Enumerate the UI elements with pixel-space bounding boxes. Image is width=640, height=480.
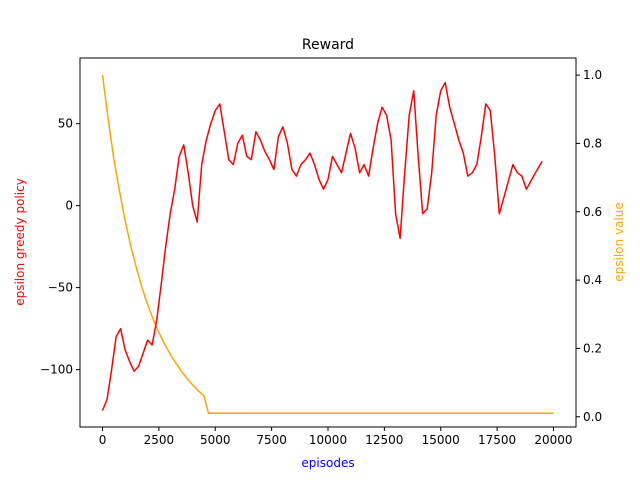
left-y-tick-label: −100 <box>40 363 73 377</box>
x-tick-label: 10000 <box>309 433 347 447</box>
x-tick-label: 12500 <box>365 433 403 447</box>
right-y-tick-label: 1.0 <box>583 68 602 82</box>
reward-series-line <box>101 81 543 411</box>
x-tick-label: 5000 <box>200 433 231 447</box>
left-y-tick-label: 50 <box>58 117 73 131</box>
x-tick-label: 0 <box>99 433 107 447</box>
chart-title: Reward <box>302 37 354 53</box>
right-y-tick-label: 0.2 <box>583 341 602 355</box>
plot-area <box>80 58 576 427</box>
left-y-tick-label: 0 <box>65 199 73 213</box>
right-y-axis-label: epsilon value <box>612 202 626 281</box>
right-y-tick-label: 0.8 <box>583 136 602 150</box>
x-tick-label: 17500 <box>478 433 516 447</box>
left-y-axis-label: epsilon greedy policy <box>13 178 27 306</box>
x-tick-label: 2500 <box>144 433 175 447</box>
x-axis-label: episodes <box>301 456 354 470</box>
right-y-tick-label: 0.6 <box>583 205 602 219</box>
left-y-tick-label: −50 <box>48 281 73 295</box>
right-y-tick-label: 0.0 <box>583 410 602 424</box>
x-tick-label: 20000 <box>534 433 572 447</box>
x-axis-ticks: 0 2500 5000 7500 10000 12500 15000 17500 20000 <box>99 427 573 447</box>
x-tick-label: 15000 <box>422 433 460 447</box>
left-y-axis-ticks: −100 −50 0 50 <box>40 117 80 377</box>
right-y-tick-label: 0.4 <box>583 273 602 287</box>
right-y-axis-ticks: 0.0 0.2 0.4 0.6 0.8 1.0 <box>576 68 602 424</box>
epsilon-series-line <box>101 75 554 415</box>
x-tick-label: 7500 <box>256 433 287 447</box>
plot-frame <box>79 57 577 428</box>
